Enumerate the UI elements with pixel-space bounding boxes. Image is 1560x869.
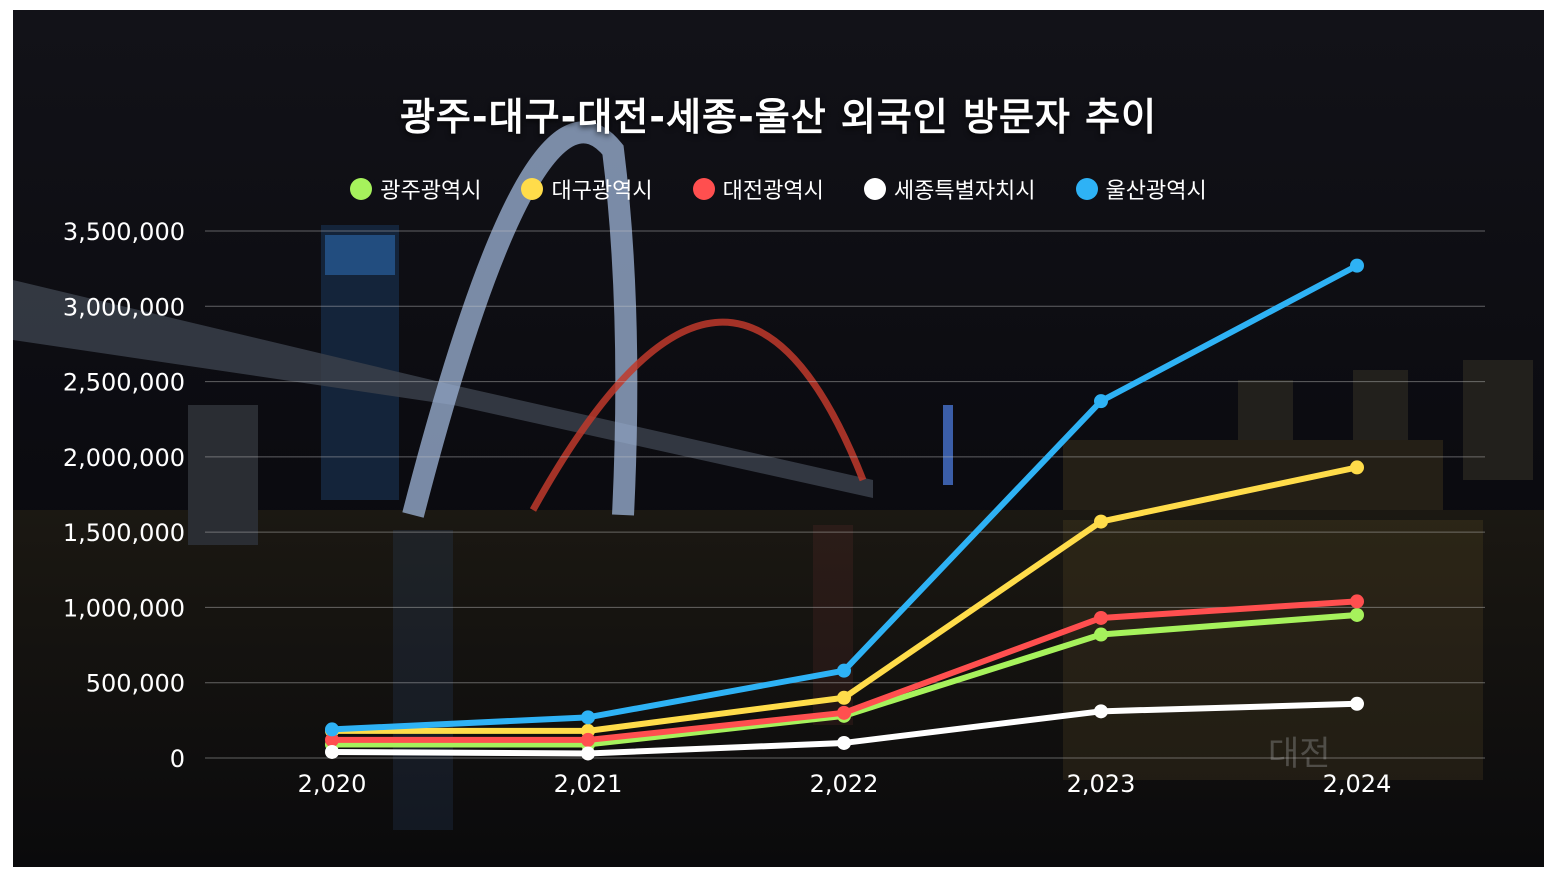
x-tick-label: 2,021 <box>554 770 623 798</box>
data-point <box>581 732 595 747</box>
legend-label: 광주광역시 <box>380 179 482 204</box>
data-point <box>1094 704 1108 719</box>
legend-item: 광주광역시 <box>350 173 481 205</box>
data-point <box>1350 258 1364 273</box>
chart-title: 광주-대구-대전-세종-울산 외국인 방문자 추이 <box>399 95 1158 139</box>
legend-item: 대구광역시 <box>521 173 653 205</box>
legend-swatch <box>863 178 886 200</box>
y-tick-label: 2,500,000 <box>63 369 185 397</box>
line-chart: 0 500,000 1,000,000 1,500,000 2,000,000 2,500… <box>63 218 1485 798</box>
y-tick-label: 2,000,000 <box>63 444 185 472</box>
legend-swatch <box>1075 178 1098 200</box>
legend-swatch <box>521 178 544 200</box>
x-tick-label: 2,022 <box>810 770 879 798</box>
data-point <box>325 722 339 737</box>
night-bridge-background: 대전 <box>13 10 1544 867</box>
chart-stage: 대전 광주-대구-대전-세종-울산 외국인 방문자 추이 광주광역시 대구광역시 대… <box>13 10 1544 867</box>
data-point <box>837 735 851 750</box>
y-tick-label: 0 <box>170 745 185 773</box>
data-point <box>1094 514 1108 529</box>
x-tick-label: 2,020 <box>298 770 367 798</box>
data-point <box>1094 394 1108 409</box>
y-tick-label: 3,500,000 <box>63 218 185 246</box>
data-point <box>1350 460 1364 475</box>
y-tick-label: 1,000,000 <box>63 594 185 622</box>
legend: 광주광역시 대구광역시 대전광역시 세종특별자치시 울산광역시 <box>13 173 1544 205</box>
legend-label: 세종특별자치시 <box>893 179 1036 204</box>
data-point <box>581 746 595 761</box>
data-point <box>1094 627 1108 642</box>
legend-swatch <box>350 178 373 200</box>
y-tick-label: 500,000 <box>86 670 185 698</box>
x-tick-label: 2,024 <box>1323 770 1392 798</box>
data-point <box>837 705 851 720</box>
legend-label: 대구광역시 <box>551 179 653 204</box>
data-point <box>1350 696 1364 711</box>
data-point <box>837 690 851 705</box>
watermark: 대전 <box>1268 734 1331 774</box>
legend-label: 대전광역시 <box>722 179 824 204</box>
data-point <box>581 710 595 725</box>
data-point <box>1094 610 1108 625</box>
legend-label: 울산광역시 <box>1105 179 1207 204</box>
x-tick-label: 2,023 <box>1067 770 1136 798</box>
legend-item: 울산광역시 <box>1075 173 1207 205</box>
legend-item: 대전광역시 <box>692 173 824 205</box>
y-tick-label: 1,500,000 <box>63 519 185 547</box>
data-point <box>1350 594 1364 609</box>
data-point <box>1350 607 1364 622</box>
data-point <box>325 732 339 747</box>
data-point <box>837 663 851 678</box>
legend-item: 세종특별자치시 <box>863 173 1036 205</box>
legend-swatch <box>692 178 715 200</box>
data-point <box>325 744 339 759</box>
y-tick-label: 3,000,000 <box>63 293 185 321</box>
